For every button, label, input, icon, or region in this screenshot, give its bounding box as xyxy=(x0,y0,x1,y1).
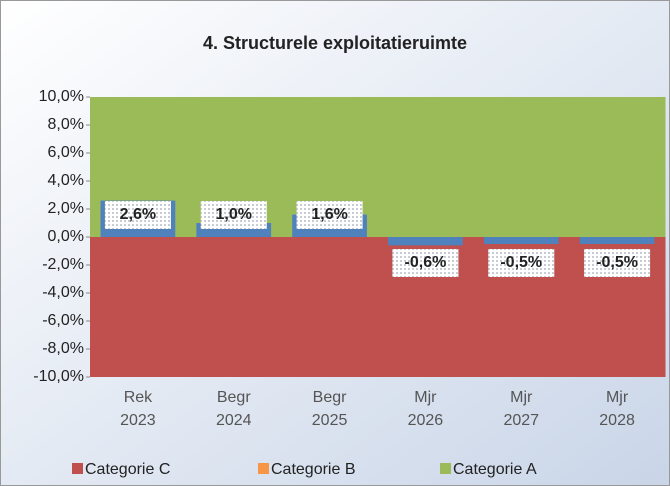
data-label: 1,0% xyxy=(216,206,252,223)
legend-label: Categorie A xyxy=(453,461,537,478)
stack-segment xyxy=(90,237,187,377)
legend-label: Categorie C xyxy=(85,461,170,478)
stack-segment xyxy=(377,97,474,237)
x-tick-label: Rek xyxy=(124,389,153,406)
bar xyxy=(579,237,655,244)
y-tick-label: -2,0% xyxy=(42,256,84,273)
y-tick-label: -10,0% xyxy=(33,368,84,385)
y-tick-label: 2,0% xyxy=(48,200,84,217)
x-tick-label: 2028 xyxy=(599,412,635,429)
bar xyxy=(388,237,463,246)
x-tick-label: Mjr xyxy=(414,389,437,406)
x-tick-label: Begr xyxy=(313,389,347,406)
data-label: -0,6% xyxy=(405,254,447,271)
legend-swatch xyxy=(440,463,451,474)
y-tick-label: 10,0% xyxy=(39,88,84,105)
stack-segment xyxy=(473,97,570,237)
legend-swatch xyxy=(72,463,83,474)
data-label: -0,5% xyxy=(500,254,542,271)
legend-label: Categorie B xyxy=(271,461,356,478)
data-label-box xyxy=(584,249,651,277)
data-label: -0,5% xyxy=(596,254,638,271)
x-tick-label: 2026 xyxy=(408,412,444,429)
data-label-box xyxy=(200,201,267,229)
data-label-box xyxy=(296,201,363,229)
data-label-box xyxy=(392,249,459,277)
y-tick-label: -8,0% xyxy=(42,340,84,357)
data-label: 1,6% xyxy=(311,206,347,223)
bar xyxy=(483,237,559,244)
y-tick-label: 0,0% xyxy=(48,228,84,245)
y-tick-label: 4,0% xyxy=(48,172,84,189)
x-tick-label: Begr xyxy=(217,389,251,406)
data-label-box xyxy=(488,249,555,277)
x-tick-label: 2024 xyxy=(216,412,252,429)
y-tick-label: 8,0% xyxy=(48,116,84,133)
stack-segment xyxy=(281,237,378,377)
x-tick-label: 2025 xyxy=(312,412,348,429)
y-tick-label: -6,0% xyxy=(42,312,84,329)
data-label: 2,6% xyxy=(120,206,156,223)
chart-title: 4. Structurele exploitatieruimte xyxy=(203,33,467,53)
x-tick-label: Mjr xyxy=(606,389,629,406)
legend-swatch xyxy=(258,463,269,474)
data-label-box xyxy=(104,201,171,229)
y-tick-label: -4,0% xyxy=(42,284,84,301)
x-tick-label: Mjr xyxy=(510,389,533,406)
y-tick-label: 6,0% xyxy=(48,144,84,161)
x-tick-label: 2023 xyxy=(120,412,156,429)
x-tick-label: 2027 xyxy=(503,412,539,429)
stack-segment xyxy=(185,237,283,377)
stack-segment xyxy=(569,97,666,237)
